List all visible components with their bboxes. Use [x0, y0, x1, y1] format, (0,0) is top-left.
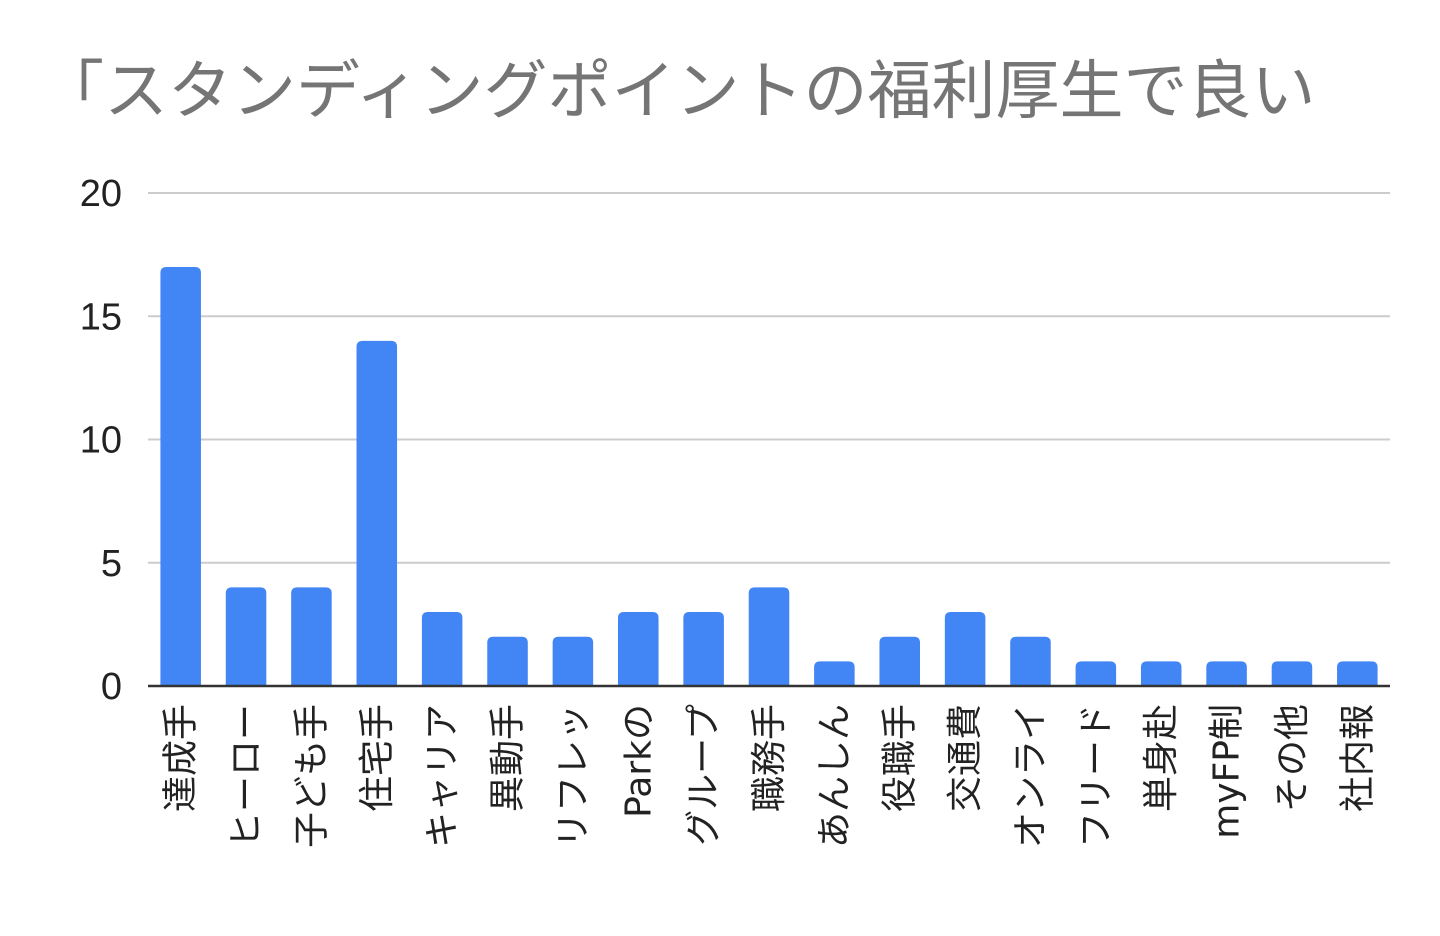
- x-tick-label-10: あんしん: [814, 704, 855, 848]
- bar-15: [1140, 661, 1182, 686]
- chart-title: 「スタンディングポイントの福利厚生で良い: [40, 55, 1316, 129]
- bar-3: [356, 340, 398, 686]
- bar-16: [1206, 661, 1247, 686]
- x-tick-label-1: ヒーロー: [226, 704, 267, 848]
- x-tick-label-8: グループ: [684, 704, 725, 846]
- bar-10: [814, 661, 855, 686]
- x-tick-label-11: 役職手: [880, 704, 921, 812]
- bar-12: [944, 612, 986, 686]
- x-tick-label-13: オンライ: [1010, 704, 1051, 848]
- x-tick-label-16: myFP制: [1207, 704, 1248, 839]
- x-tick-label-17: その他: [1272, 704, 1313, 812]
- bar-1: [225, 587, 267, 686]
- bar-11: [879, 636, 921, 686]
- bar-5: [487, 636, 528, 686]
- y-tick-label-5: 5: [101, 543, 122, 585]
- y-axis-ticks: 0 5 10 15 20: [80, 173, 122, 708]
- bar-9: [748, 587, 790, 686]
- x-tick-label-12: 交通費: [945, 704, 986, 812]
- bar-13: [1010, 636, 1051, 686]
- bar-4: [421, 612, 463, 686]
- x-tick-label-18: 社内報: [1337, 704, 1378, 812]
- x-tick-label-5: 異動手: [488, 704, 529, 812]
- x-axis-labels: 達成手 ヒーロー 子ども手 住宅手 キャリア 異動手 リフレッ Parkの グループ 職務手 あんし…: [161, 704, 1379, 848]
- x-tick-label-3: 住宅手: [357, 704, 398, 812]
- y-tick-label-15: 15: [80, 296, 122, 338]
- bar-8: [683, 612, 724, 686]
- x-tick-label-15: 単身赴: [1141, 704, 1182, 812]
- x-tick-label-9: 職務手: [749, 704, 790, 812]
- y-tick-label-20: 20: [80, 173, 122, 215]
- x-tick-label-14: フリード: [1076, 704, 1117, 848]
- x-tick-label-0: 達成手: [161, 704, 202, 812]
- x-tick-label-6: リフレッ: [553, 704, 594, 848]
- bar-6: [552, 636, 594, 686]
- x-tick-label-4: キャリア: [422, 704, 463, 848]
- x-tick-label-7: Parkの: [618, 704, 659, 818]
- y-tick-label-0: 0: [101, 666, 122, 708]
- bar-2: [291, 587, 332, 686]
- gridlines: [148, 192, 1390, 564]
- bar-17: [1271, 661, 1313, 686]
- bar-14: [1075, 661, 1117, 686]
- bar-18: [1337, 661, 1378, 686]
- x-tick-label-2: 子ども手: [291, 704, 332, 848]
- y-tick-label-10: 10: [80, 420, 122, 462]
- bar-7: [617, 612, 659, 686]
- bars: [160, 266, 1378, 686]
- bar-0: [160, 266, 201, 686]
